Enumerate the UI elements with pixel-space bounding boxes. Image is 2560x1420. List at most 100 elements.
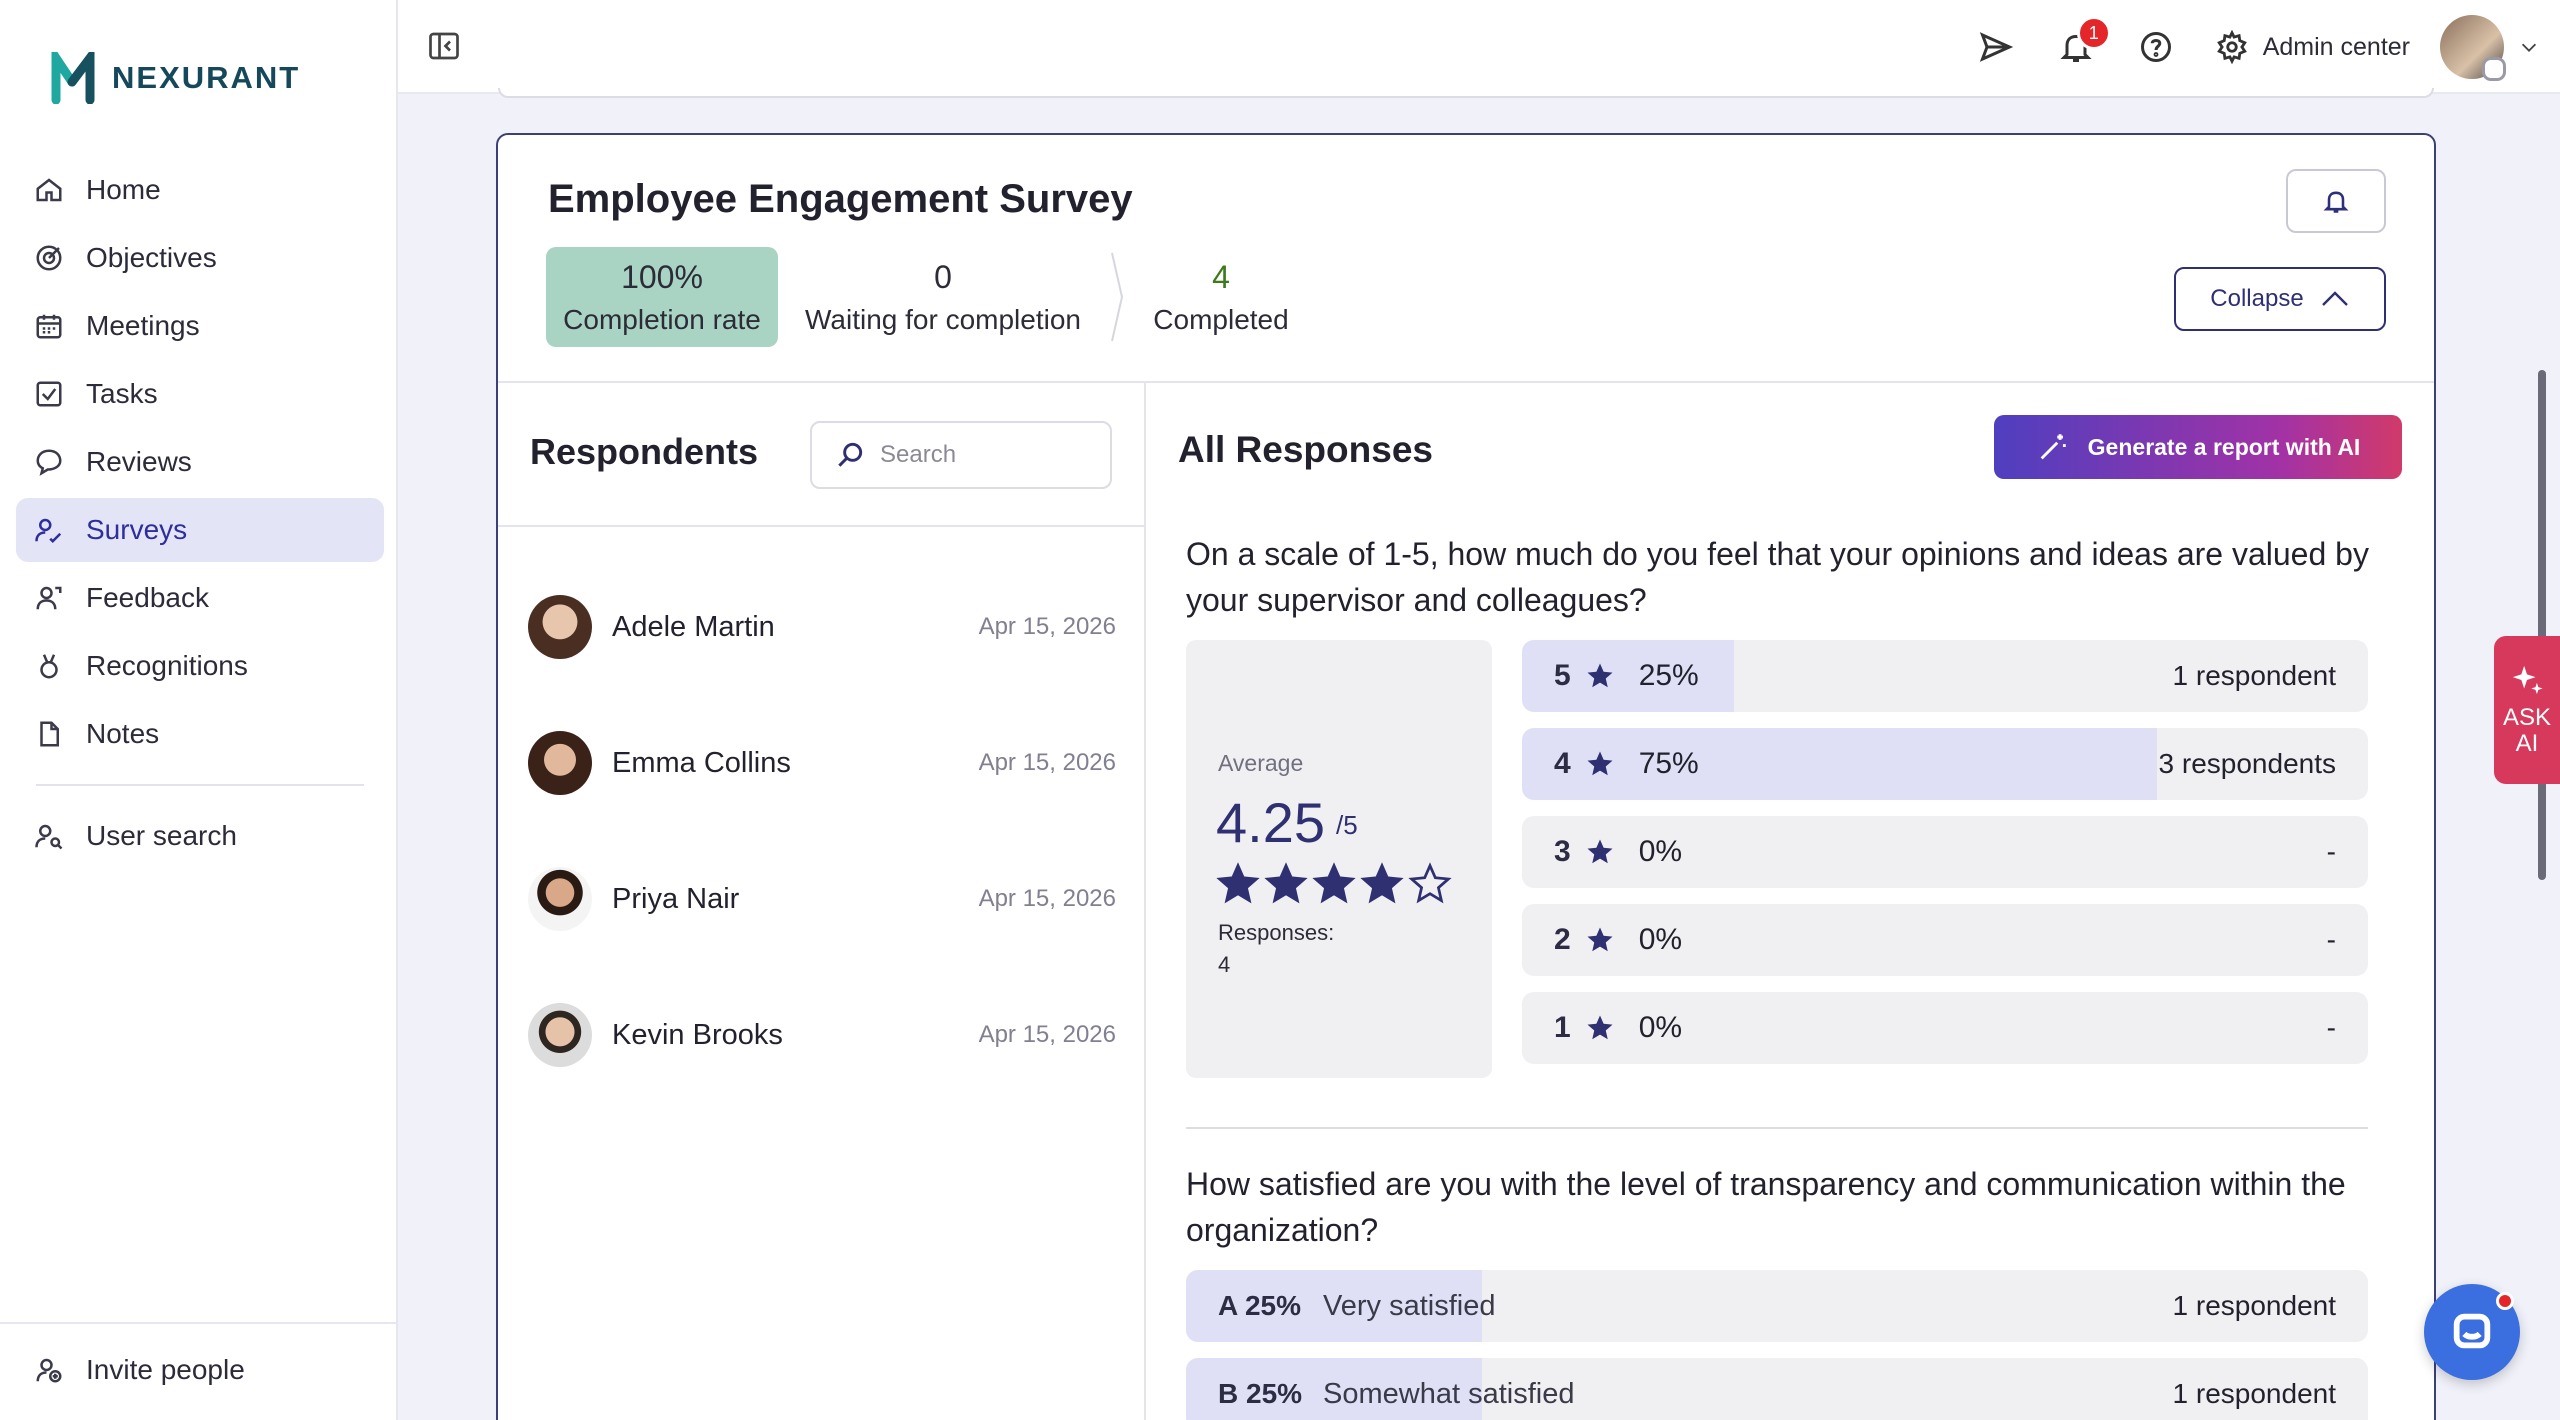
- respondent-row[interactable]: Adele Martin Apr 15, 2026: [528, 559, 1116, 695]
- completion-rate-stat: 100% Completion rate: [546, 247, 778, 347]
- nav-item-home[interactable]: Home: [16, 158, 384, 222]
- nav-item-reviews[interactable]: Reviews: [16, 430, 384, 494]
- avatar: [528, 1003, 592, 1067]
- rating-percent: 0%: [1638, 1011, 1683, 1044]
- waiting-stat[interactable]: 0 Waiting for completion: [778, 247, 1108, 347]
- rating-label: 3 0%: [1554, 816, 1682, 888]
- respondents-title: Respondents: [530, 431, 759, 472]
- choice-row-b[interactable]: B 25% Somewhat satisfied 1 respondent: [1186, 1358, 2368, 1420]
- page-scrollbar[interactable]: [2538, 370, 2546, 880]
- rating-count: -: [2326, 1012, 2336, 1043]
- rating-percent: 0%: [1638, 835, 1683, 868]
- nav-item-label: Meetings: [86, 310, 200, 341]
- nav-item-surveys[interactable]: Surveys: [16, 498, 384, 562]
- choice-letter: A 25%: [1218, 1290, 1302, 1321]
- main-nav: Home Objectives Meetings Tasks Reviews S…: [16, 158, 384, 872]
- rating-percent: 75%: [1638, 747, 1699, 780]
- rating-percent: 25%: [1638, 659, 1699, 692]
- ask-ai-line1: ASK: [2502, 704, 2552, 731]
- chat-icon: [2453, 1313, 2491, 1349]
- respondent-row[interactable]: Priya Nair Apr 15, 2026: [528, 831, 1116, 967]
- respondent-date: Apr 15, 2026: [978, 749, 1116, 776]
- waiting-label: Waiting for completion: [805, 303, 1081, 335]
- remind-button[interactable]: [2286, 169, 2386, 233]
- nav-item-meetings[interactable]: Meetings: [16, 294, 384, 358]
- avatar: [528, 731, 592, 795]
- ask-ai-button[interactable]: ASK AI: [2494, 636, 2560, 784]
- rating-count: 1 respondent: [2172, 660, 2336, 691]
- avatar: [528, 867, 592, 931]
- average-rating-box: Average 4.25 /5 Responses: 4: [1186, 640, 1492, 1078]
- top-bar: 1 Admin center: [398, 0, 2560, 94]
- generate-report-label: Generate a report with AI: [2087, 433, 2361, 460]
- rating-row-3[interactable]: 3 0% -: [1522, 816, 2368, 888]
- stat-separator-icon: [1108, 247, 1128, 347]
- document-icon: [32, 717, 66, 751]
- respondent-name: Priya Nair: [612, 882, 740, 915]
- rating-row-4[interactable]: 4 75% 3 respondents: [1522, 728, 2368, 800]
- respondent-date: Apr 15, 2026: [978, 1021, 1116, 1048]
- respondents-list: Adele Martin Apr 15, 2026 Emma Collins A…: [528, 559, 1116, 1103]
- card-divider: [498, 381, 2434, 383]
- admin-center-link[interactable]: Admin center: [2215, 30, 2410, 64]
- choice-label: Somewhat satisfied: [1323, 1377, 1575, 1410]
- chat-unread-dot: [2496, 1292, 2514, 1310]
- completion-rate-label: Completion rate: [563, 303, 761, 335]
- nav-item-objectives[interactable]: Objectives: [16, 226, 384, 290]
- completed-label: Completed: [1153, 303, 1289, 335]
- user-avatar[interactable]: [2440, 15, 2506, 81]
- rating-row-1[interactable]: 1 0% -: [1522, 992, 2368, 1064]
- nav-item-label: Reviews: [86, 446, 192, 477]
- question-divider: [1186, 1127, 2368, 1129]
- magic-wand-icon: [2040, 434, 2066, 460]
- rating-row-2[interactable]: 2 0% -: [1522, 904, 2368, 976]
- chevron-down-icon[interactable]: [2518, 36, 2540, 58]
- choice-row-a[interactable]: A 25% Very satisfied 1 respondent: [1186, 1270, 2368, 1342]
- invite-people-button[interactable]: Invite people: [16, 1338, 376, 1402]
- rating-stars-value: 5: [1554, 659, 1571, 692]
- avatar: [528, 595, 592, 659]
- completed-stat[interactable]: 4 Completed: [1128, 247, 1314, 347]
- previous-card-edge: [498, 88, 2434, 98]
- nav-item-label: Surveys: [86, 514, 188, 545]
- respondents-divider: [498, 525, 1144, 527]
- bell-icon: [2323, 191, 2349, 213]
- rating-row-5[interactable]: 5 25% 1 respondent: [1522, 640, 2368, 712]
- gear-icon: [2216, 30, 2247, 64]
- collapse-sidebar-icon[interactable]: [426, 28, 462, 64]
- question-1-text: On a scale of 1-5, how much do you feel …: [1186, 536, 2369, 618]
- rating-label: 2 0%: [1554, 904, 1682, 976]
- collapse-button[interactable]: Collapse: [2174, 267, 2386, 331]
- completion-rate-value: 100%: [621, 258, 703, 295]
- nav-item-user-search[interactable]: User search: [16, 804, 384, 868]
- nav-item-tasks[interactable]: Tasks: [16, 362, 384, 426]
- nav-item-label: Objectives: [86, 242, 217, 273]
- generate-report-button[interactable]: Generate a report with AI: [1994, 415, 2402, 479]
- nav-item-feedback[interactable]: Feedback: [16, 566, 384, 630]
- notifications-bell-icon[interactable]: 1: [2055, 16, 2111, 68]
- star-filled-icon: [1216, 862, 1260, 904]
- rating-stars-value: 4: [1554, 747, 1571, 780]
- choice-count: 1 respondent: [2172, 1378, 2336, 1409]
- nav-item-notes[interactable]: Notes: [16, 702, 384, 766]
- target-icon: [32, 241, 66, 275]
- question-2-text: How satisfied are you with the level of …: [1186, 1166, 2346, 1248]
- nav-item-recognitions[interactable]: Recognitions: [16, 634, 384, 698]
- collapse-label: Collapse: [2210, 285, 2304, 312]
- top-actions: 1 Admin center: [1937, 14, 2540, 81]
- help-icon[interactable]: [2135, 26, 2177, 68]
- star-filled-icon: [1312, 862, 1356, 904]
- choice-count: 1 respondent: [2172, 1290, 2336, 1321]
- send-icon[interactable]: [1975, 26, 2017, 68]
- brand-logo[interactable]: NEXURANT: [50, 52, 300, 104]
- rating-bar-fill: [1522, 640, 1734, 712]
- respondent-row[interactable]: Kevin Brooks Apr 15, 2026: [528, 967, 1116, 1103]
- respondent-row[interactable]: Emma Collins Apr 15, 2026: [528, 695, 1116, 831]
- choice-letter: B 25%: [1218, 1378, 1303, 1409]
- star-icon: [1587, 663, 1613, 688]
- respondents-search-input[interactable]: Search: [810, 421, 1112, 489]
- chat-launcher-button[interactable]: [2424, 1284, 2520, 1380]
- choice-distribution: A 25% Very satisfied 1 respondent B 25% …: [1186, 1270, 2368, 1420]
- rating-label: 4 75%: [1554, 728, 1699, 800]
- nav-item-label: Recognitions: [86, 650, 248, 681]
